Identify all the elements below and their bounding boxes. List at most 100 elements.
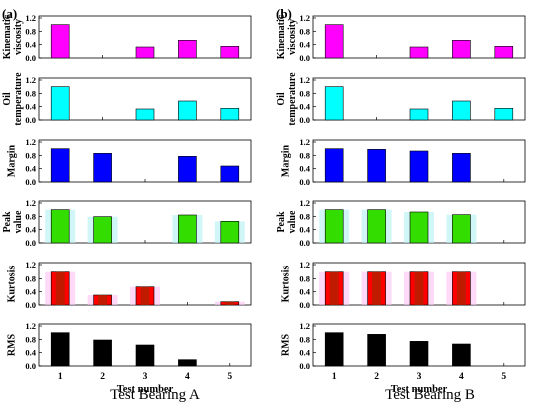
bar xyxy=(367,149,386,183)
y-axis-label: Kinematicviscosity xyxy=(276,14,298,59)
y-tick-label: 0.8 xyxy=(25,334,36,344)
bar xyxy=(324,24,344,59)
x-tick-label: 3 xyxy=(417,372,422,382)
bar xyxy=(135,46,155,59)
y-tick-label: 0.0 xyxy=(299,177,310,187)
bar-core xyxy=(414,271,424,305)
y-tick-label: 0.0 xyxy=(25,300,36,310)
x-tick-label: 4 xyxy=(459,372,464,382)
bar xyxy=(220,46,240,59)
bar xyxy=(50,24,70,59)
bar xyxy=(93,339,112,367)
bar xyxy=(135,108,155,121)
y-tick-label: 1.2 xyxy=(25,75,36,85)
x-axis-label: Test number xyxy=(117,384,174,395)
y-tick-label: 0.8 xyxy=(299,88,310,98)
y-tick-label: 0.8 xyxy=(299,273,310,283)
y-tick-label: 0.4 xyxy=(299,287,310,297)
bar xyxy=(324,86,344,121)
y-tick-label: 0.8 xyxy=(299,26,310,36)
y-axis-label: Peakvalue xyxy=(2,210,24,233)
y-tick-label: 1.2 xyxy=(299,198,310,208)
y-tick-label: 0.8 xyxy=(25,150,36,160)
y-tick-label: 0.0 xyxy=(299,238,310,248)
bar xyxy=(494,108,514,121)
bar-core xyxy=(225,301,235,305)
bar xyxy=(93,216,112,244)
bar xyxy=(324,148,344,183)
bar-core xyxy=(372,271,382,305)
y-axis-label: Kurtosis xyxy=(281,266,292,303)
y-tick-label: 1.2 xyxy=(25,260,36,270)
x-tick-label: 5 xyxy=(227,372,232,382)
y-tick-label: 0.8 xyxy=(25,273,36,283)
y-tick-label: 0.4 xyxy=(25,348,36,358)
bar xyxy=(452,343,471,367)
bar xyxy=(452,153,471,183)
bar xyxy=(178,40,197,59)
y-tick-label: 0.8 xyxy=(25,26,36,36)
panel-a-caption: Test Bearing A xyxy=(110,387,200,403)
y-tick-label: 0.4 xyxy=(299,40,310,50)
y-axis-label: Oiltemperature xyxy=(276,72,298,126)
bar xyxy=(50,148,70,183)
y-axis-label: Peakvalue xyxy=(276,210,298,233)
y-tick-label: 1.2 xyxy=(299,321,310,331)
y-tick-label: 1.2 xyxy=(25,137,36,147)
y-tick-label: 1.2 xyxy=(299,13,310,23)
y-tick-label: 0.0 xyxy=(25,115,36,125)
bar xyxy=(178,214,197,244)
x-tick-label: 3 xyxy=(143,372,148,382)
panel-b-caption: Test Bearing B xyxy=(385,387,475,403)
y-tick-label: 1.2 xyxy=(25,13,36,23)
bar xyxy=(452,100,471,121)
bar xyxy=(50,209,70,244)
bar xyxy=(452,40,471,59)
bar xyxy=(135,344,155,367)
bar xyxy=(93,153,112,183)
bar xyxy=(178,156,197,183)
x-axis-label: Test number xyxy=(391,384,448,395)
y-tick-label: 0.0 xyxy=(25,53,36,63)
y-tick-label: 0.0 xyxy=(299,115,310,125)
y-tick-label: 0.8 xyxy=(299,211,310,221)
bar xyxy=(178,359,197,367)
x-tick-label: 5 xyxy=(501,372,506,382)
y-axis-label: RMS xyxy=(7,333,18,356)
y-axis-label: Margin xyxy=(281,144,292,177)
bar xyxy=(220,108,240,121)
y-tick-label: 0.0 xyxy=(25,361,36,371)
x-tick-label: 4 xyxy=(185,372,190,382)
bar xyxy=(494,46,514,59)
bar xyxy=(367,209,386,244)
y-tick-label: 0.0 xyxy=(25,177,36,187)
y-tick-label: 0.4 xyxy=(25,40,36,50)
x-tick-label: 1 xyxy=(58,372,63,382)
y-tick-label: 0.4 xyxy=(299,164,310,174)
panel-b-label: (b) xyxy=(276,6,292,21)
y-tick-label: 0.4 xyxy=(25,164,36,174)
y-tick-label: 0.8 xyxy=(299,150,310,160)
y-tick-label: 0.0 xyxy=(299,300,310,310)
y-tick-label: 0.0 xyxy=(25,238,36,248)
y-axis-label: Oiltemperature xyxy=(2,72,24,126)
bar xyxy=(452,214,471,244)
bar xyxy=(178,100,197,121)
bar xyxy=(409,150,429,183)
y-axis-label: Margin xyxy=(7,144,18,177)
y-tick-label: 0.0 xyxy=(299,361,310,371)
y-tick-label: 1.2 xyxy=(299,137,310,147)
bar-core xyxy=(140,286,150,305)
bar xyxy=(220,165,240,183)
y-tick-label: 0.8 xyxy=(25,211,36,221)
y-tick-label: 0.8 xyxy=(299,334,310,344)
bar-core xyxy=(329,271,339,305)
bar xyxy=(50,332,70,367)
bar-core xyxy=(98,295,108,305)
y-tick-label: 1.2 xyxy=(299,75,310,85)
x-tick-label: 2 xyxy=(100,372,105,382)
y-tick-label: 0.4 xyxy=(25,102,36,112)
y-axis-label: Kurtosis xyxy=(7,266,18,303)
